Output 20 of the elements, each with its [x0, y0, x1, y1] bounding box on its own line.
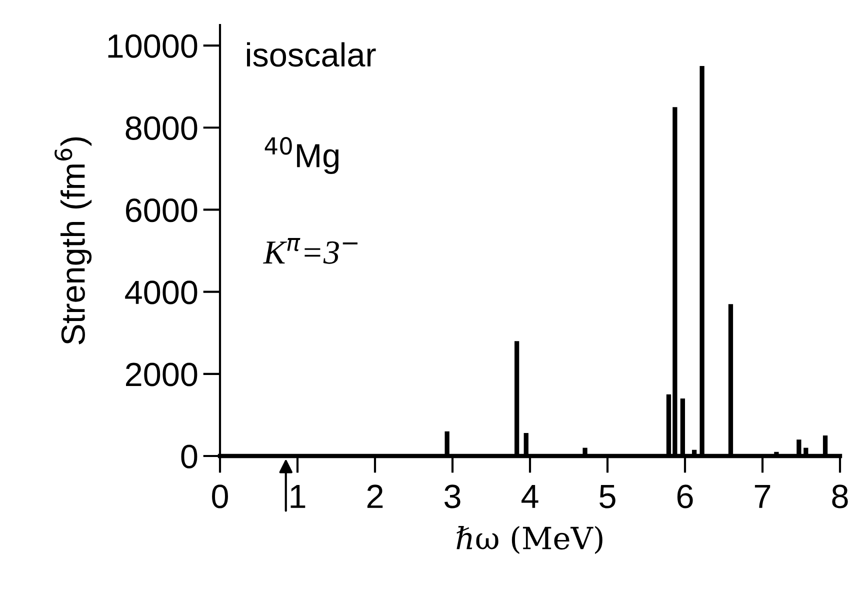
x-axis-title: ℏω (MeV)	[456, 526, 602, 554]
y-tick-label: 2000	[126, 362, 198, 386]
y-axis-title: Strength (fm$^{6}$)	[54, 137, 92, 344]
y-tick-label: 4000	[125, 280, 198, 304]
y-tick-label: 8000	[126, 116, 198, 140]
annotation: K$^{π}$=3$^{−}$	[263, 238, 358, 264]
annotation: isoscalar	[247, 42, 376, 67]
y-tick-label: 6000	[126, 198, 198, 222]
x-tick-label: 5	[600, 485, 616, 508]
annotation: $^{40}$Mg	[264, 137, 338, 174]
y-tick-label: 10000	[108, 34, 198, 58]
x-tick-label: 8	[832, 484, 848, 508]
x-tick-label: 0	[212, 484, 228, 508]
x-tick-label: 4	[521, 485, 538, 508]
x-tick-label: 2	[367, 484, 383, 508]
x-tick-label: 1	[290, 485, 306, 508]
y-tick-label: 0	[181, 444, 198, 468]
x-tick-label: 3	[444, 484, 460, 508]
x-tick-label: 6	[677, 484, 693, 508]
x-tick-label: 7	[754, 485, 770, 508]
